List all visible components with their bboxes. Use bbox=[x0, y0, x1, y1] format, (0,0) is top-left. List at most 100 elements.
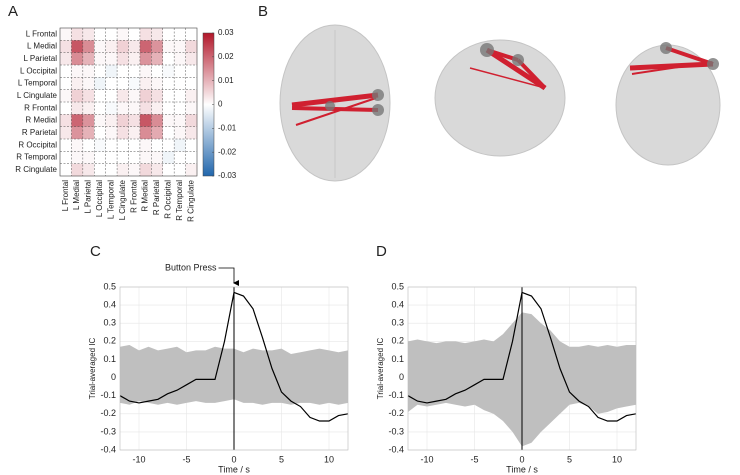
heatmap-cell bbox=[151, 163, 164, 177]
row-label: L Parietal bbox=[24, 54, 58, 63]
edge bbox=[665, 46, 714, 66]
heatmap-cell bbox=[174, 126, 186, 140]
node bbox=[707, 58, 719, 70]
heatmap-cell bbox=[162, 139, 175, 152]
y-axis-label: Trial-averaged IC bbox=[88, 338, 97, 400]
heatmap-cell bbox=[60, 163, 72, 177]
heatmap-cell bbox=[162, 52, 175, 66]
heatmap-cell bbox=[185, 163, 198, 177]
heatmap-cell bbox=[105, 77, 118, 90]
node bbox=[480, 43, 494, 57]
heatmap-cell bbox=[105, 65, 118, 78]
plot-frame bbox=[119, 286, 349, 451]
heatmap-cell bbox=[82, 163, 95, 177]
annotation-arrow bbox=[218, 267, 239, 286]
heatmap-cell bbox=[117, 163, 129, 177]
heatmap-cell bbox=[139, 52, 152, 66]
heatmap-cell bbox=[105, 89, 118, 103]
heatmap-cell bbox=[185, 126, 198, 140]
heatmap-cell bbox=[60, 28, 72, 41]
heatmap-cell bbox=[151, 52, 164, 66]
heatmap-frame bbox=[59, 27, 198, 177]
y-tick-label: -0.4 bbox=[388, 444, 404, 454]
heatmap-cell bbox=[139, 151, 152, 164]
heatmap-cell bbox=[174, 114, 186, 127]
heatmap-cell bbox=[117, 139, 129, 152]
heatmap-cell bbox=[185, 114, 198, 127]
heatmap-cell bbox=[185, 65, 198, 78]
heatmap-cell bbox=[94, 163, 106, 177]
brain-side-view bbox=[434, 39, 566, 157]
heatmap-cell bbox=[117, 52, 129, 66]
panel-label: C bbox=[90, 243, 101, 260]
heatmap-cell bbox=[139, 65, 152, 78]
heatmap-cell bbox=[82, 114, 95, 127]
heatmap-cell bbox=[82, 52, 95, 66]
heatmap-cell bbox=[60, 52, 72, 66]
y-tick-label: -0.2 bbox=[100, 408, 116, 418]
row-label: L Occipital bbox=[20, 66, 57, 75]
heatmap-cell bbox=[185, 102, 198, 115]
y-tick-label: -0.1 bbox=[388, 390, 404, 400]
heatmap-cell bbox=[128, 139, 141, 152]
y-tick-label: 0 bbox=[111, 372, 116, 382]
colorbar-tick-label: -0.03 bbox=[218, 171, 237, 180]
heatmap-cell bbox=[60, 102, 72, 115]
heatmap-cell bbox=[82, 126, 95, 140]
heatmap-cell bbox=[139, 89, 152, 103]
heatmap-cell bbox=[94, 65, 106, 78]
heatmap-cell bbox=[60, 139, 72, 152]
panel-label: D bbox=[376, 243, 387, 260]
heatmap-cell bbox=[162, 151, 175, 164]
heatmap-cell bbox=[139, 139, 152, 152]
colorbar-tick-label: 0.01 bbox=[218, 76, 234, 85]
heatmap-cell bbox=[117, 77, 129, 90]
column-label: R Temporal bbox=[175, 180, 184, 221]
brain-front-view bbox=[615, 42, 721, 166]
heatmap-cell bbox=[174, 163, 186, 177]
y-tick-label: 0.3 bbox=[391, 318, 404, 328]
x-tick-label: 10 bbox=[324, 454, 334, 464]
heatmap-cell bbox=[71, 139, 84, 152]
brain bbox=[434, 39, 566, 157]
heatmap-cell bbox=[151, 77, 164, 90]
x-tick-label: 5 bbox=[279, 454, 284, 464]
node bbox=[325, 101, 335, 111]
heatmap-cell bbox=[60, 65, 72, 78]
panel-label: B bbox=[258, 3, 268, 20]
heatmap-cell bbox=[128, 163, 141, 177]
heatmap-cell bbox=[82, 102, 95, 115]
heatmap-cell bbox=[117, 28, 129, 41]
y-tick-label: 0.2 bbox=[103, 336, 116, 346]
heatmap-cell bbox=[105, 52, 118, 66]
colorbar-tick-label: -0.01 bbox=[218, 123, 237, 132]
heatmap-cell bbox=[185, 52, 198, 66]
heatmap-cell bbox=[82, 139, 95, 152]
row-label: R Cingulate bbox=[15, 165, 57, 174]
x-tick-label: -10 bbox=[132, 454, 145, 464]
heatmap-cell bbox=[82, 77, 95, 90]
heatmap-cell bbox=[71, 77, 84, 90]
x-tick-label: 10 bbox=[612, 454, 622, 464]
heatmap-cell bbox=[94, 126, 106, 140]
edge bbox=[291, 106, 379, 112]
heatmap-cell bbox=[174, 139, 186, 152]
column-label: L Temporal bbox=[106, 180, 115, 219]
heatmap-cell bbox=[174, 65, 186, 78]
heatmap-cell bbox=[174, 89, 186, 103]
heatmap-cell bbox=[185, 139, 198, 152]
heatmap-cell bbox=[60, 89, 72, 103]
y-tick-label: -0.2 bbox=[388, 408, 404, 418]
brain-top-view bbox=[279, 24, 391, 182]
y-tick-label: -0.4 bbox=[100, 444, 116, 454]
heatmap-cell bbox=[94, 40, 106, 53]
heatmap-cell bbox=[105, 163, 118, 177]
heatmap-cell bbox=[128, 65, 141, 78]
heatmap-cell bbox=[185, 28, 198, 41]
column-label: R Occipital bbox=[164, 180, 173, 219]
heatmap-cell bbox=[117, 102, 129, 115]
heatmap-cell bbox=[71, 114, 84, 127]
heatmap-cell bbox=[71, 151, 84, 164]
